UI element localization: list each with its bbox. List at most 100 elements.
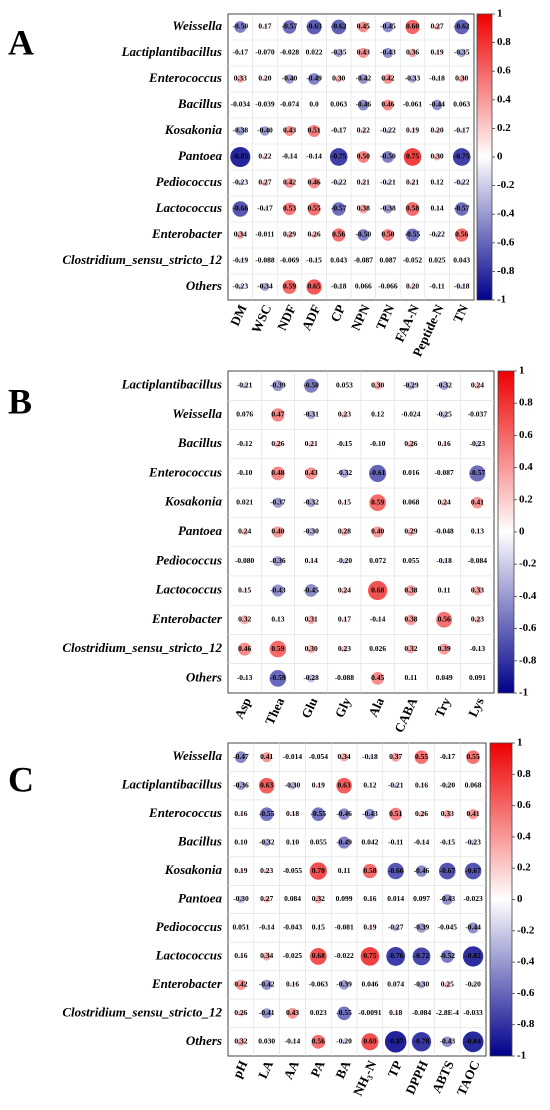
correlation-circle (375, 617, 380, 622)
cell-value: 0.68 (371, 585, 384, 594)
correlation-circle (237, 895, 245, 904)
cell-value: -0.85 (232, 152, 248, 161)
cell-value: -0.43 (270, 585, 286, 594)
correlation-circle (376, 560, 379, 563)
correlation-circle (468, 809, 479, 820)
correlation-circle (411, 260, 414, 262)
correlation-circle (243, 472, 247, 475)
correlation-circle (317, 984, 320, 986)
correlation-circle (242, 676, 247, 681)
cell-value: 0.030 (258, 1036, 275, 1045)
row-label: Others (186, 278, 222, 293)
correlation-circle (433, 153, 441, 161)
colorbar (489, 742, 513, 1057)
correlation-circle (291, 898, 294, 901)
row-label: Kosakonia (164, 494, 223, 509)
cell-value: -0.52 (439, 951, 455, 960)
correlation-circle (467, 922, 479, 934)
correlation-circle (238, 642, 252, 656)
row-label: Pediococcus (156, 174, 222, 189)
cell-value: -0.39 (336, 980, 352, 989)
cell-value: -0.028 (280, 48, 300, 57)
correlation-circle (271, 584, 284, 597)
correlation-circle (244, 502, 245, 504)
correlation-circle (472, 899, 474, 900)
cell-value: 0.074 (387, 980, 404, 989)
cell-value: -0.18 (429, 74, 445, 83)
cell-value: -0.080 (235, 556, 255, 565)
cell-value: 0.13 (271, 615, 284, 624)
correlation-circle (287, 1007, 298, 1019)
correlation-circle (457, 48, 466, 58)
correlation-circle (389, 807, 403, 821)
cell-value: 0.41 (467, 809, 480, 818)
cell-value: 0.42 (381, 74, 394, 83)
column-label: pH (229, 1058, 250, 1080)
colorbar-tick-label: -0.8 (519, 654, 537, 666)
correlation-circle (386, 259, 389, 263)
correlation-circle (308, 124, 321, 138)
correlation-circle (376, 442, 380, 446)
correlation-circle (357, 21, 369, 33)
column-label: Lys (465, 695, 487, 719)
row-label: Enterobacter (151, 611, 223, 626)
correlation-circle (462, 1031, 484, 1053)
correlation-circle (360, 180, 366, 186)
correlation-circle (329, 148, 348, 166)
cell-value: 0.42 (234, 980, 247, 989)
correlation-circle (339, 980, 349, 990)
cell-value: 0.28 (338, 527, 351, 536)
colorbar-tick-label: 0.4 (519, 461, 533, 473)
cell-value: -0.50 (232, 22, 248, 31)
correlation-circle (384, 1030, 407, 1053)
cell-value: 0.13 (471, 527, 484, 536)
cell-value: -0.57 (454, 204, 470, 213)
correlation-circle (472, 1012, 474, 1014)
correlation-circle (435, 181, 439, 185)
cell-value: -0.055 (283, 866, 303, 875)
correlation-circle (357, 229, 370, 241)
correlation-circle (262, 206, 267, 212)
cell-value: -0.063 (309, 980, 329, 989)
cell-value: 0.56 (312, 1036, 325, 1045)
cell-value: 0.33 (471, 585, 484, 594)
cell-value: 0.26 (415, 809, 428, 818)
cell-value: 0.19 (431, 48, 444, 57)
cell-value: -0.18 (331, 282, 347, 291)
cell-value: -0.57 (470, 468, 486, 477)
cell-value: 0.12 (431, 178, 444, 187)
correlation-circle (341, 558, 348, 565)
row-label: Clostridium_sensu_stricto_12 (62, 252, 222, 267)
cell-value: -0.11 (388, 837, 403, 846)
cell-value: 0.18 (389, 1008, 402, 1017)
correlation-circle (382, 47, 393, 59)
cell-value: 0.26 (271, 439, 284, 448)
colorbar-tick-label: -0.4 (497, 208, 515, 220)
colorbar-tick-label: 1 (497, 8, 503, 20)
cell-value: 0.38 (357, 204, 370, 213)
cell-value: -2.8E-4 (436, 1008, 459, 1017)
cell-value: -0.088 (255, 256, 275, 265)
cell-value: -0.23 (465, 837, 481, 846)
correlation-circle (343, 384, 346, 387)
correlation-circle (288, 104, 291, 106)
column-label: TAOC (453, 1058, 482, 1098)
correlation-circle (454, 19, 470, 35)
cell-value: 0.63 (338, 780, 351, 789)
correlation-circle (341, 1039, 347, 1045)
correlation-circle (411, 104, 414, 106)
correlation-circle (343, 677, 346, 680)
correlation-circle (382, 99, 394, 111)
cell-value: 0.14 (431, 204, 444, 213)
cell-value: -0.32 (259, 837, 275, 846)
correlation-circle (455, 228, 469, 242)
row-label: Pantoea (178, 523, 223, 538)
correlation-circle (419, 840, 424, 845)
cell-value: 0.072 (369, 556, 386, 565)
column-label: NDF (274, 302, 299, 333)
cell-value: 0.24 (338, 585, 351, 594)
correlation-circle (262, 76, 268, 82)
colorbar-tick-label: -0.8 (517, 1018, 535, 1030)
correlation-circle (335, 75, 343, 83)
correlation-circle (317, 841, 319, 844)
